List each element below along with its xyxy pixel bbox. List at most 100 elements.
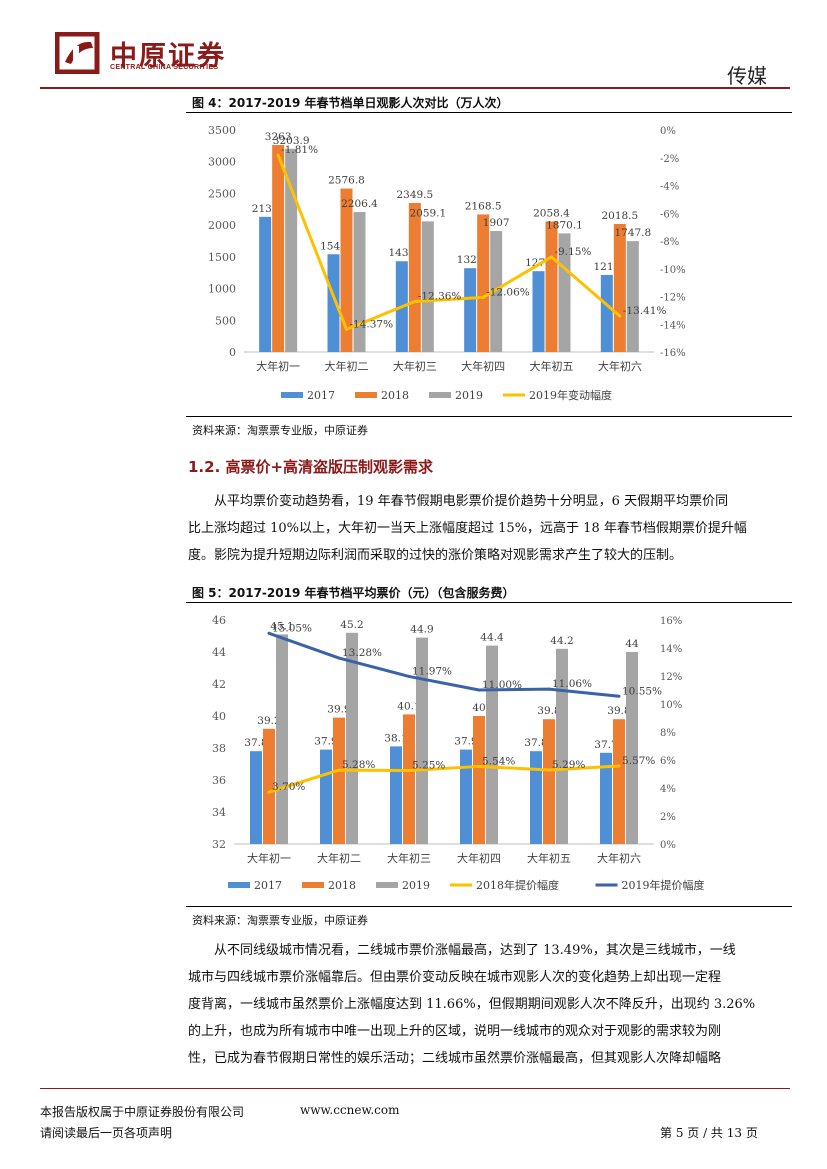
bar-data-label: 2131 xyxy=(252,203,279,215)
x-tick-label: 大年初三 xyxy=(387,851,431,865)
bar-2018 xyxy=(543,719,555,844)
y2-tick-label: 4% xyxy=(660,784,676,795)
bar-2017 xyxy=(600,752,612,844)
paragraph-line: 度背离，一线城市虽然票价上涨幅度达到 11.66%，但假期期间观影人次不降反升，… xyxy=(188,997,756,1012)
bar-data-label: 38.1 xyxy=(384,732,407,744)
line-point xyxy=(617,764,621,768)
y2-tick-label: -4% xyxy=(660,182,679,193)
bar-2017 xyxy=(327,254,340,352)
y-tick-label: 500 xyxy=(215,314,236,327)
bar-2019 xyxy=(421,221,434,352)
bar-2019 xyxy=(558,233,571,352)
bar-data-label: 39.8 xyxy=(607,705,630,717)
y2-tick-label: 12% xyxy=(660,672,682,683)
bar-data-label: 2349.5 xyxy=(396,189,433,201)
line-data-label: -9.15% xyxy=(555,246,592,258)
line-data-label: 11.00% xyxy=(482,679,522,691)
bar-2019 xyxy=(626,241,639,352)
legend-label: 2019年变动幅度 xyxy=(529,388,612,402)
line-point xyxy=(617,694,621,698)
company-name-en: CENTRAL CHINA SECURITIES xyxy=(110,64,219,71)
x-tick-label: 大年初二 xyxy=(325,359,369,373)
line-point xyxy=(337,768,341,772)
bar-2018 xyxy=(333,717,345,844)
legend-label: 2017 xyxy=(307,389,335,402)
y-tick-label: 0 xyxy=(229,346,236,359)
footer-rule xyxy=(40,1088,790,1089)
bar-data-label: 1431 xyxy=(388,247,415,259)
legend-label: 2019 xyxy=(455,389,483,402)
line-point xyxy=(407,769,411,772)
x-tick-label: 大年初四 xyxy=(461,359,505,373)
figure5-bottom-rule xyxy=(186,906,792,907)
bar-2017 xyxy=(464,268,477,352)
company-logo xyxy=(54,31,105,75)
bar-data-label: 39.8 xyxy=(537,705,560,717)
x-tick-label: 大年初一 xyxy=(256,359,300,373)
line-point xyxy=(618,314,622,318)
bar-data-label: 1870.1 xyxy=(546,219,583,231)
legend-swatch xyxy=(302,882,324,888)
line-data-label: 5.28% xyxy=(342,759,375,771)
company-name-cn: 中原证券 xyxy=(110,41,226,72)
paragraph-line: 的上升，也成为所有城市中唯一出现上升的区域，说明一线城市的观众对于观影的需求较为… xyxy=(188,1024,722,1039)
y-tick-label: 36 xyxy=(212,774,226,787)
legend-swatch xyxy=(429,392,451,398)
line-data-label: 13.28% xyxy=(342,647,382,659)
line-data-label: -13.41% xyxy=(623,305,667,317)
footer-disclaimer: 请阅读最后一页各项声明 xyxy=(40,1126,173,1140)
line-2019年提价幅度 xyxy=(268,631,620,698)
bar-data-label: 2576.8 xyxy=(328,175,365,187)
x-tick-label: 大年初五 xyxy=(527,851,571,865)
y-tick-label: 2500 xyxy=(208,187,236,200)
section-tag: 传媒 xyxy=(727,64,767,88)
bar-2019 xyxy=(486,645,498,844)
bar-2018 xyxy=(408,202,421,352)
legend-swatch xyxy=(355,392,377,398)
figure5-top-rule xyxy=(186,602,792,603)
bar-2018 xyxy=(340,188,353,352)
y2-tick-label: 8% xyxy=(660,728,676,739)
y-tick-label: 38 xyxy=(212,742,226,755)
bar-2017 xyxy=(460,749,472,844)
line-point xyxy=(413,299,417,303)
bar-data-label: 2059.1 xyxy=(409,207,446,219)
bar-data-label: 2168.5 xyxy=(465,200,502,212)
y2-tick-label: 16% xyxy=(660,616,682,627)
bar-2019 xyxy=(353,212,366,352)
bar-data-label: 1215 xyxy=(593,261,620,273)
bar-2017 xyxy=(250,751,262,844)
bar-data-label: 2206.4 xyxy=(341,198,378,210)
line-point xyxy=(547,687,551,691)
bar-2017 xyxy=(600,274,613,352)
header-rule xyxy=(40,87,790,89)
line-point xyxy=(477,688,481,692)
paragraph-line: 度。影院为提升短期边际利润而采取的过快的涨价策略对观影需求产生了较大的压制。 xyxy=(188,548,683,563)
legend-label: 2018年提价幅度 xyxy=(476,878,559,892)
line-data-label: 3.70% xyxy=(272,781,305,793)
line-point xyxy=(407,674,411,678)
footer-website[interactable]: www.ccnew.com xyxy=(300,1103,400,1117)
section-heading: 1.2. 高票价+高清盗版压制观影需求 xyxy=(188,458,434,476)
line-point xyxy=(345,327,348,331)
bar-data-label: 39.2 xyxy=(257,715,280,727)
legend-label: 2019年提价幅度 xyxy=(622,878,705,892)
bar-data-label: 37.8 xyxy=(244,737,267,749)
bar-data-label: 37.9 xyxy=(454,736,477,748)
bar-2018 xyxy=(403,714,415,844)
bar-data-label: 44.9 xyxy=(410,624,433,636)
bar-2018 xyxy=(477,214,490,352)
bar-data-label: 1747.8 xyxy=(614,227,651,239)
bar-data-label: 1907 xyxy=(483,217,510,229)
bar-2017 xyxy=(390,746,402,844)
y2-tick-label: -2% xyxy=(660,154,679,165)
bar-data-label: 45.1 xyxy=(270,620,293,632)
x-tick-label: 大年初四 xyxy=(457,851,501,865)
line-data-label: 15.05% xyxy=(272,622,312,634)
bar-data-label: 1541 xyxy=(320,240,347,252)
bar-data-label: 1321 xyxy=(457,254,484,266)
bar-2018 xyxy=(545,221,558,352)
line-point xyxy=(547,768,551,772)
x-tick-label: 大年初六 xyxy=(598,359,642,373)
y2-tick-label: -8% xyxy=(660,237,679,248)
